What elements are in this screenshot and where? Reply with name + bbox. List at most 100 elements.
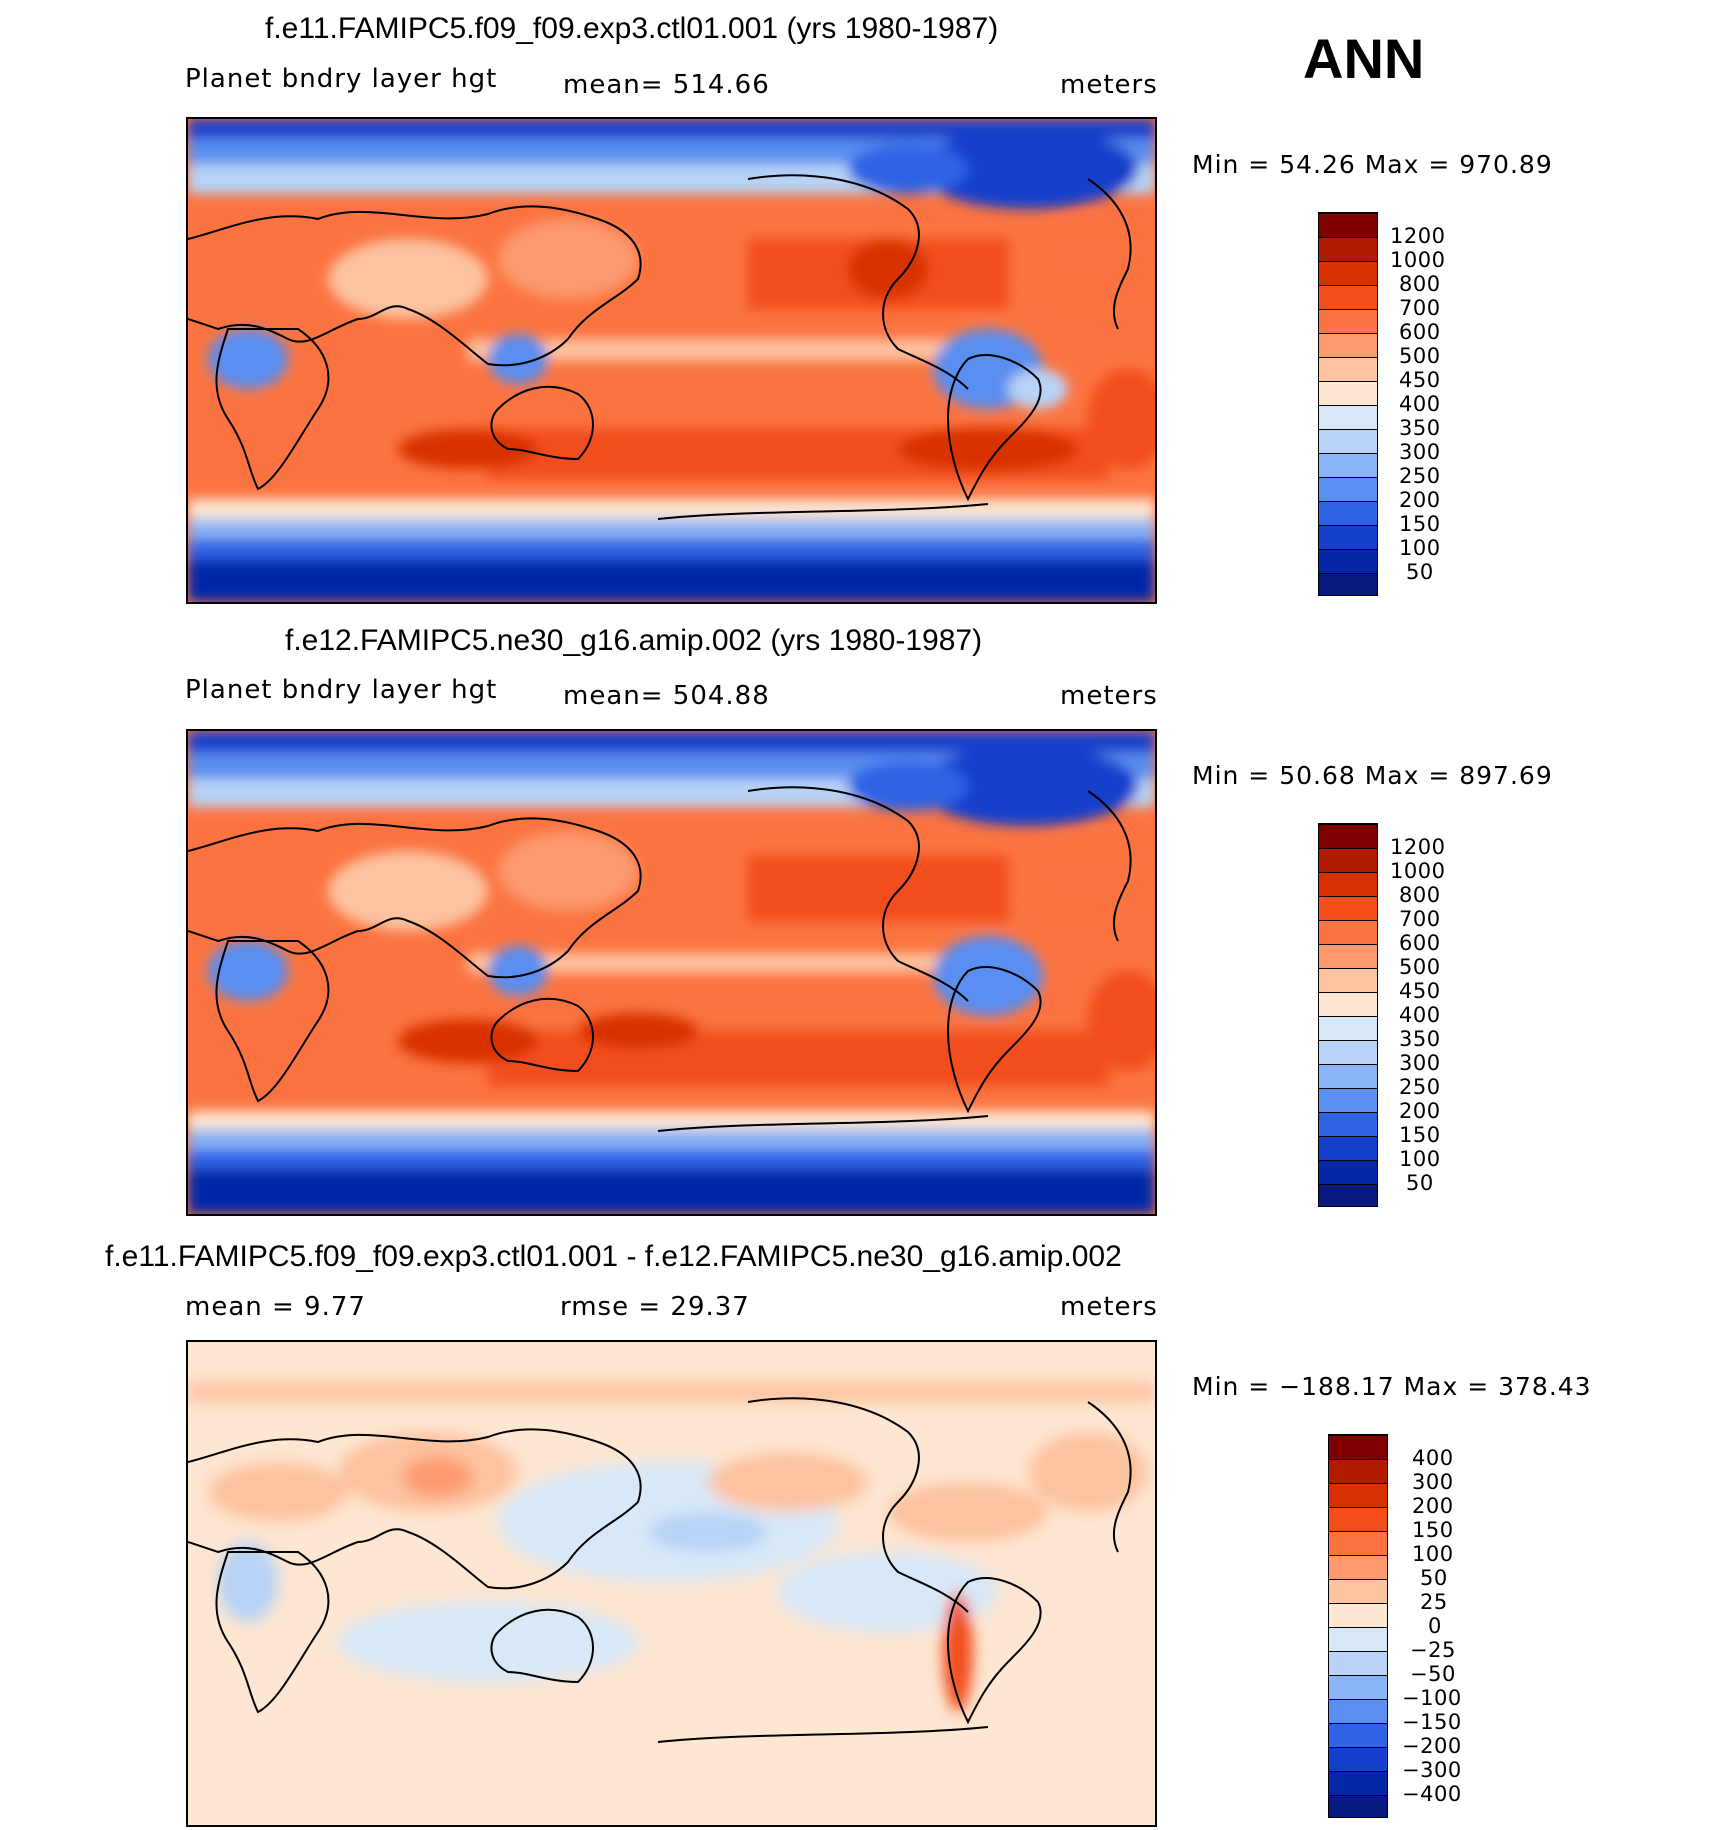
panel3-colorbar-cell: [1329, 1651, 1387, 1675]
panel3-colorbar-cell: [1329, 1507, 1387, 1531]
season-label: ANN: [1303, 27, 1425, 90]
panel3-colorbar-label: 400: [1412, 1446, 1454, 1470]
panel1-colorbar-cell: [1319, 261, 1377, 285]
panel3-colorbar-label: 200: [1412, 1494, 1454, 1518]
panel2-mean: mean= 504.88: [563, 681, 770, 711]
panel3-colorbar-cell: [1329, 1603, 1387, 1627]
panel2-colorbar-cell: [1319, 824, 1377, 848]
panel2-colorbar-label: 1200: [1390, 835, 1446, 859]
panel3-colorbar-label: 50: [1420, 1566, 1448, 1590]
panel1-colorbar-cell: [1319, 213, 1377, 237]
panel1-colorbar-label: 1200: [1390, 224, 1446, 248]
panel2-colorbar-cell: [1319, 968, 1377, 992]
panel2-map: [186, 729, 1157, 1216]
panel3-map-svg: [188, 1342, 1155, 1825]
panel1-colorbar-label: 200: [1399, 488, 1441, 512]
panel2-colorbar-label: 150: [1399, 1123, 1441, 1147]
panel3-colorbar-cell: [1329, 1459, 1387, 1483]
panel1-colorbar-cell: [1319, 333, 1377, 357]
panel2-colorbar-cell: [1319, 992, 1377, 1016]
panel1-colorbar-cell: [1319, 453, 1377, 477]
panel1-colorbar-cell: [1319, 549, 1377, 573]
panel2-minmax: Min = 50.68 Max = 897.69: [1192, 761, 1553, 790]
panel2-title: f.e12.FAMIPC5.ne30_g16.amip.002 (yrs 198…: [285, 624, 983, 657]
panel3-colorbar-label: −300: [1402, 1758, 1462, 1782]
panel1-colorbar-label: 100: [1399, 536, 1441, 560]
panel2-colorbar-label: 1000: [1390, 859, 1446, 883]
panel2-colorbar-cell: [1319, 1184, 1377, 1206]
panel2-variable: Planet bndry layer hgt: [185, 675, 498, 705]
panel1-units: meters: [1060, 70, 1158, 100]
panel1-colorbar-cell: [1319, 237, 1377, 261]
panel3-colorbar-cell: [1329, 1723, 1387, 1747]
panel2-colorbar-label: 250: [1399, 1075, 1441, 1099]
panel2-colorbar: [1318, 823, 1378, 1207]
panel3-colorbar-label: 150: [1412, 1518, 1454, 1542]
panel2-colorbar-label: 350: [1399, 1027, 1441, 1051]
panel1-colorbar-cell: [1319, 477, 1377, 501]
panel1-colorbar-cell: [1319, 405, 1377, 429]
panel3-colorbar-cell: [1329, 1627, 1387, 1651]
panel1-colorbar-cell: [1319, 429, 1377, 453]
panel1-colorbar-cell: [1319, 381, 1377, 405]
panel2-colorbar-cell: [1319, 1064, 1377, 1088]
panel1-colorbar-label: 400: [1399, 392, 1441, 416]
panel2-colorbar-cell: [1319, 1160, 1377, 1184]
panel2-colorbar-cell: [1319, 1136, 1377, 1160]
panel2-colorbar-cell: [1319, 920, 1377, 944]
panel1-variable: Planet bndry layer hgt: [185, 64, 498, 94]
panel1-title: f.e11.FAMIPC5.f09_f09.exp3.ctl01.001 (yr…: [265, 12, 999, 45]
panel1-colorbar-cell: [1319, 573, 1377, 595]
panel2-colorbar-label: 450: [1399, 979, 1441, 1003]
panel1-colorbar-label: 150: [1399, 512, 1441, 536]
panel2-units: meters: [1060, 681, 1158, 711]
panel3-colorbar-cell: [1329, 1579, 1387, 1603]
panel1-colorbar-label: 700: [1399, 296, 1441, 320]
panel1-map-svg: [188, 119, 1155, 602]
panel3-mean: mean = 9.77: [185, 1292, 366, 1322]
panel1-colorbar-cell: [1319, 309, 1377, 333]
panel1-colorbar-cell: [1319, 285, 1377, 309]
panel2-colorbar-label: 400: [1399, 1003, 1441, 1027]
panel1-colorbar-label: 1000: [1390, 248, 1446, 272]
panel3-colorbar-label: −200: [1402, 1734, 1462, 1758]
panel3-units: meters: [1060, 1292, 1158, 1322]
panel3-colorbar-cell: [1329, 1483, 1387, 1507]
panel1-mean: mean= 514.66: [563, 70, 770, 100]
panel3-colorbar: [1328, 1434, 1388, 1818]
panel1-colorbar-label: 450: [1399, 368, 1441, 392]
panel1-map: [186, 117, 1157, 604]
panel3-colorbar-label: −400: [1402, 1782, 1462, 1806]
panel1-colorbar-cell: [1319, 357, 1377, 381]
panel1-colorbar-label: 50: [1406, 560, 1434, 584]
panel1-colorbar-label: 800: [1399, 272, 1441, 296]
panel1-colorbar-label: 300: [1399, 440, 1441, 464]
panel3-colorbar-label: −100: [1402, 1686, 1462, 1710]
panel2-colorbar-cell: [1319, 896, 1377, 920]
panel2-colorbar-label: 200: [1399, 1099, 1441, 1123]
panel2-colorbar-cell: [1319, 872, 1377, 896]
panel3-colorbar-label: −150: [1402, 1710, 1462, 1734]
panel1-colorbar-label: 500: [1399, 344, 1441, 368]
panel3-colorbar-label: 25: [1420, 1590, 1448, 1614]
panel2-colorbar-label: 600: [1399, 931, 1441, 955]
panel3-rmse: rmse = 29.37: [560, 1292, 750, 1322]
panel1-colorbar-cell: [1319, 501, 1377, 525]
panel2-colorbar-label: 300: [1399, 1051, 1441, 1075]
panel2-colorbar-cell: [1319, 848, 1377, 872]
panel3-colorbar-cell: [1329, 1747, 1387, 1771]
panel3-colorbar-label: −25: [1410, 1638, 1456, 1662]
panel3-colorbar-label: 300: [1412, 1470, 1454, 1494]
panel2-colorbar-cell: [1319, 1040, 1377, 1064]
panel2-colorbar-label: 50: [1406, 1171, 1434, 1195]
panel3-colorbar-label: 100: [1412, 1542, 1454, 1566]
panel2-colorbar-cell: [1319, 1016, 1377, 1040]
panel3-colorbar-cell: [1329, 1555, 1387, 1579]
panel1-colorbar-cell: [1319, 525, 1377, 549]
panel3-colorbar-cell: [1329, 1795, 1387, 1817]
panel3-colorbar-cell: [1329, 1699, 1387, 1723]
panel2-colorbar-cell: [1319, 944, 1377, 968]
panel3-colorbar-cell: [1329, 1675, 1387, 1699]
panel1-colorbar-label: 350: [1399, 416, 1441, 440]
panel2-colorbar-label: 100: [1399, 1147, 1441, 1171]
